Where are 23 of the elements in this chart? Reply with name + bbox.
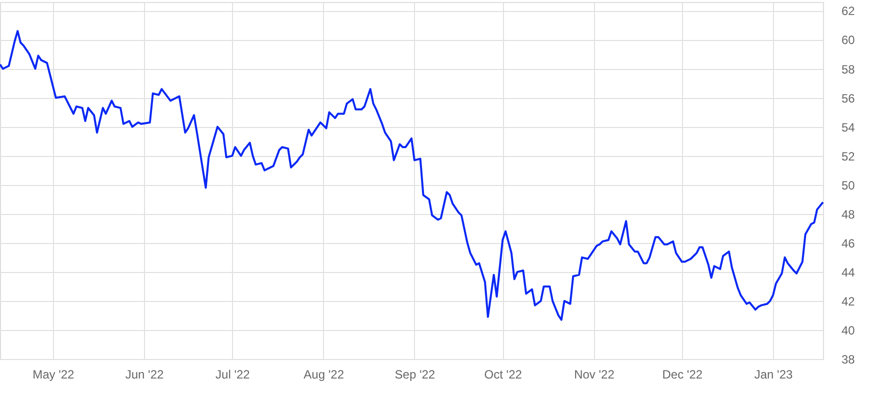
line-series: [0, 30, 824, 321]
x-tick-label: Jun '22: [125, 368, 164, 382]
y-tick-label: 54: [842, 120, 856, 134]
x-tick-label: Oct '22: [484, 368, 522, 382]
y-tick-label: 52: [842, 149, 856, 164]
y-tick-label: 40: [842, 323, 856, 338]
y-tick-label: 56: [842, 91, 856, 106]
y-tick-label: 60: [842, 33, 856, 48]
y-tick-label: 42: [842, 294, 856, 308]
y-tick-label: 44: [842, 265, 856, 280]
y-tick-label: 50: [842, 178, 856, 192]
y-tick-label: 48: [842, 207, 856, 222]
y-tick-label: 38: [842, 352, 856, 366]
x-tick-label: Nov '22: [574, 368, 615, 382]
x-tick-label: Jul '22: [216, 368, 250, 382]
y-tick-label: 62: [842, 4, 856, 18]
y-tick-label: 58: [842, 62, 856, 76]
x-tick-label: Sep '22: [394, 368, 436, 382]
x-tick-label: Aug '22: [304, 368, 344, 382]
x-tick-label: May '22: [32, 368, 75, 382]
y-tick-label: 46: [842, 236, 856, 250]
x-tick-label: Jan '23: [754, 368, 794, 382]
x-tick-label: Dec '22: [662, 368, 703, 382]
